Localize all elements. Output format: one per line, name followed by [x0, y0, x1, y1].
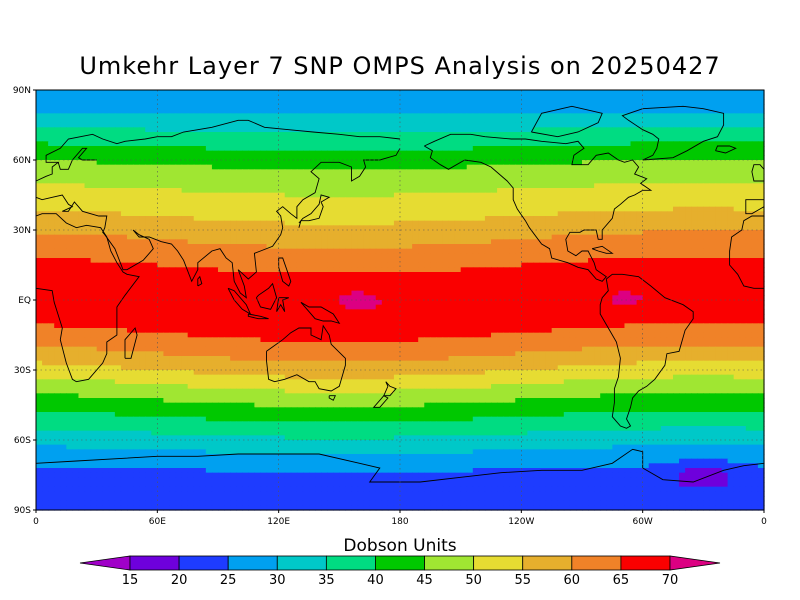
coastline-segment: [35, 148, 401, 299]
coastline-segment: [715, 145, 737, 154]
colorbar-low-arrow: [79, 555, 131, 571]
coastline-segment: [300, 301, 341, 325]
lat-tick-label: EQ: [18, 296, 31, 306]
colorbar-tick-label: 50: [465, 573, 482, 588]
lon-tick-label: 0: [33, 517, 39, 527]
colorbar-tick-label: 35: [318, 573, 335, 588]
lon-tick-label: 60E: [149, 517, 166, 527]
colorbar-tick-label: 25: [220, 573, 237, 588]
colorbar-tick-label: 40: [367, 573, 384, 588]
lon-tick-label: 120W: [508, 517, 534, 527]
lat-tick-label: 60S: [14, 436, 31, 446]
colorbar-swatch: [571, 555, 622, 571]
colorbar-swatch: [473, 555, 524, 571]
colorbar-high-arrow: [669, 555, 721, 571]
coastline-segment: [35, 213, 140, 383]
coastline-segment: [247, 313, 269, 320]
coastline-segment: [266, 324, 346, 392]
colorbar: 15 20 25 30 35 40 45 50 55 60 65 70: [79, 555, 721, 588]
coastline-segment: [531, 105, 603, 138]
colorbar-swatch: [178, 555, 229, 571]
coastline-segment: [57, 147, 97, 170]
map-title: Umkehr Layer 7 SNP OMPS Analysis on 2025…: [79, 52, 721, 80]
colorbar-swatch: [227, 555, 278, 571]
lat-tick-label: 60N: [13, 156, 31, 166]
coastline-segment: [328, 395, 336, 401]
lon-tick-label: 180: [391, 517, 408, 527]
coastline-segment: [383, 381, 397, 397]
lat-tick-label: 90N: [13, 86, 31, 96]
colorbar-swatch: [276, 555, 327, 571]
colorbar-units-label: Dobson Units: [343, 536, 457, 556]
colorbar-tick-label: 60: [564, 573, 581, 588]
coastline-segment: [35, 119, 401, 182]
colorbar-tick-label: 15: [122, 573, 139, 588]
coastlines: [35, 105, 765, 483]
coastline-segment: [298, 194, 331, 228]
colorbar-tick-label: 30: [269, 573, 286, 588]
coastline-segment: [278, 257, 292, 287]
colorbar-swatch: [129, 555, 180, 571]
coastline-segment: [124, 327, 138, 359]
coastline-segment: [621, 105, 725, 161]
colorbar-swatch: [620, 555, 671, 571]
colorbar-swatch: [375, 555, 425, 571]
coastline-segment: [372, 395, 389, 408]
colorbar-swatch: [325, 555, 376, 571]
coastline-segment: [599, 273, 694, 429]
lat-tick-label: 30S: [14, 366, 31, 376]
colorbar-swatch: [522, 555, 573, 571]
coastline-segment: [591, 245, 614, 254]
lon-tick-label: 0: [761, 517, 767, 527]
coastline-segment: [197, 275, 203, 287]
ozone-field: [36, 90, 765, 511]
coastline-segment: [745, 199, 765, 215]
lon-tick-label: 60W: [632, 517, 652, 527]
lon-tick-label: 120E: [267, 517, 290, 527]
lat-tick-label: 30N: [13, 226, 31, 236]
coastline-segment: [35, 448, 765, 483]
colorbar-tick-label: 45: [416, 573, 433, 588]
coastline-segment: [424, 133, 653, 282]
coastline-segment: [751, 164, 765, 182]
colorbar-tick-label: 20: [171, 573, 188, 588]
coastline-segment: [255, 282, 278, 310]
colorbar-tick-label: 70: [662, 573, 679, 588]
colorbar-tick-label: 65: [613, 573, 630, 588]
colorbar-swatch: [424, 555, 475, 571]
colorbar-tick-label: 55: [514, 573, 531, 588]
lat-tick-label: 90S: [14, 506, 31, 516]
coastline-segment: [729, 215, 764, 289]
